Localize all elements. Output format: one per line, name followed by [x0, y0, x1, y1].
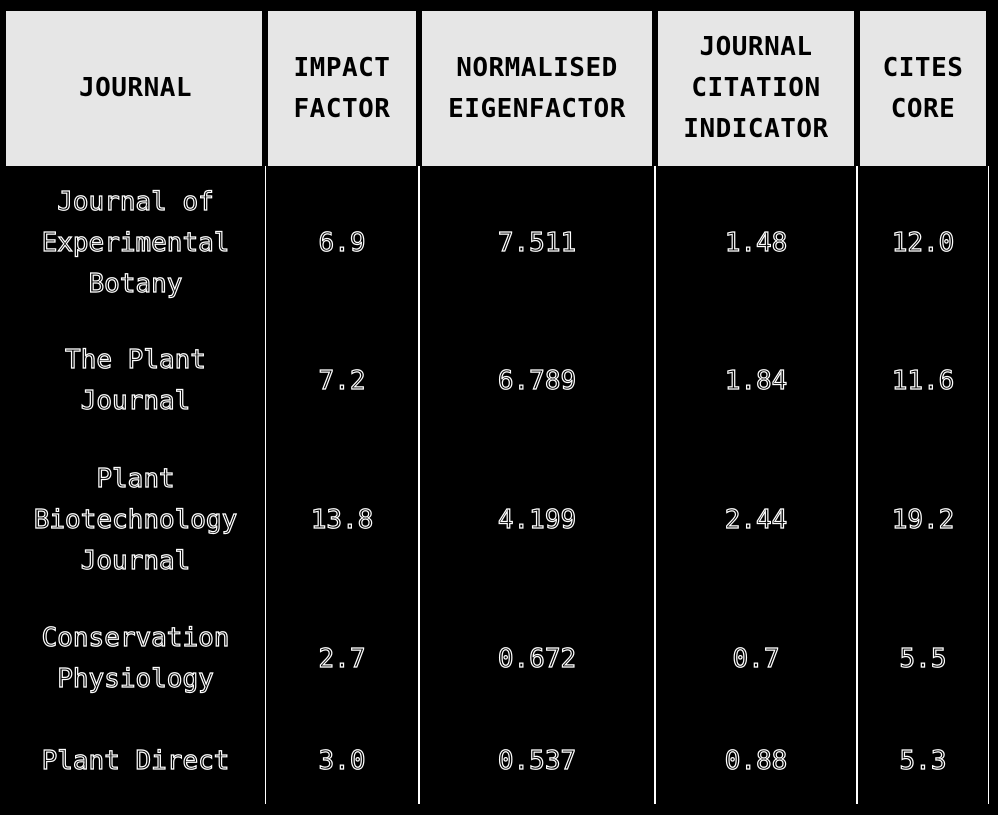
journal-metrics-table: JOURNAL IMPACT FACTOR NORMALISED EIGENFA…: [6, 11, 989, 804]
header-impact-factor: IMPACT FACTOR: [265, 11, 419, 166]
normalised-eigenfactor-cell: 6.789: [419, 321, 655, 441]
table-row: Conservation Physiology 2.7 0.672 0.7 5.…: [6, 599, 989, 719]
citation-indicator-cell: 1.84: [655, 321, 857, 441]
citation-indicator-cell: 1.48: [655, 166, 857, 321]
header-normalised-eigenfactor: NORMALISED EIGENFACTOR: [419, 11, 655, 166]
citescore-cell: 11.6: [857, 321, 989, 441]
citation-indicator-cell: 0.7: [655, 599, 857, 719]
citescore-cell: 12.0: [857, 166, 989, 321]
normalised-eigenfactor-cell: 7.511: [419, 166, 655, 321]
normalised-eigenfactor-cell: 0.672: [419, 599, 655, 719]
table-header: JOURNAL IMPACT FACTOR NORMALISED EIGENFA…: [6, 11, 989, 166]
table-row: The Plant Journal 7.2 6.789 1.84 11.6: [6, 321, 989, 441]
impact-factor-cell: 13.8: [265, 441, 419, 599]
journal-name-cell: Plant Biotechnology Journal: [6, 441, 265, 599]
table-row: Plant Biotechnology Journal 13.8 4.199 2…: [6, 441, 989, 599]
impact-factor-cell: 3.0: [265, 719, 419, 804]
header-journal: JOURNAL: [6, 11, 265, 166]
normalised-eigenfactor-cell: 4.199: [419, 441, 655, 599]
citation-indicator-cell: 0.88: [655, 719, 857, 804]
header-journal-citation-indicator: JOURNAL CITATION INDICATOR: [655, 11, 857, 166]
header-citescore: CITES CORE: [857, 11, 989, 166]
table-body: Journal of Experimental Botany 6.9 7.511…: [6, 166, 989, 804]
impact-factor-cell: 2.7: [265, 599, 419, 719]
journal-name-cell: Plant Direct: [6, 719, 265, 804]
citescore-cell: 19.2: [857, 441, 989, 599]
journal-name-cell: Conservation Physiology: [6, 599, 265, 719]
impact-factor-cell: 7.2: [265, 321, 419, 441]
table-row: Journal of Experimental Botany 6.9 7.511…: [6, 166, 989, 321]
impact-factor-cell: 6.9: [265, 166, 419, 321]
citescore-cell: 5.5: [857, 599, 989, 719]
citescore-cell: 5.3: [857, 719, 989, 804]
journal-name-cell: The Plant Journal: [6, 321, 265, 441]
normalised-eigenfactor-cell: 0.537: [419, 719, 655, 804]
header-row: JOURNAL IMPACT FACTOR NORMALISED EIGENFA…: [6, 11, 989, 166]
table-row: Plant Direct 3.0 0.537 0.88 5.3: [6, 719, 989, 804]
citation-indicator-cell: 2.44: [655, 441, 857, 599]
journal-name-cell: Journal of Experimental Botany: [6, 166, 265, 321]
